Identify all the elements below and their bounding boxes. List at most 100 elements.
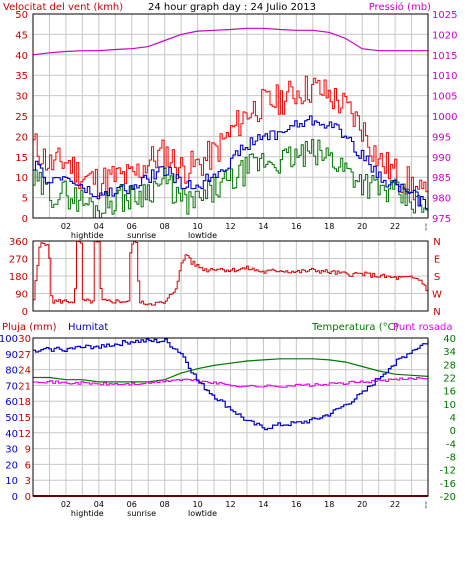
- pressure-tick-label: 980: [432, 194, 451, 205]
- humidity-line: [33, 338, 429, 431]
- wind-tick-label: 30: [15, 92, 28, 103]
- temperature-tick-label: 4: [450, 413, 456, 424]
- hour-tick-label: ¦: [425, 222, 428, 231]
- dewpoint-line: [33, 377, 429, 388]
- temperature-tick-label: 10: [443, 400, 456, 411]
- pressure-tick-label: 975: [432, 214, 451, 225]
- direction-tick-label: 360: [9, 237, 28, 248]
- wind-tick-label: 40: [15, 51, 28, 62]
- rain-tick-label: 27: [18, 350, 31, 361]
- hour-tick-label: 16: [291, 500, 301, 509]
- pressure-tick-label: 995: [432, 132, 451, 143]
- hour-tick-label: 02: [61, 500, 71, 509]
- wind-average-line: [33, 115, 429, 215]
- pressure-axis-title: Pressió (mb): [369, 1, 431, 13]
- hour-tick-label: 22: [390, 500, 400, 509]
- rain-tick-label: 3: [25, 476, 31, 487]
- humidity-tick-label: 90: [5, 350, 18, 361]
- direction-plot-frame: [32, 240, 429, 312]
- direction-tick-label: 90: [15, 290, 28, 301]
- compass-tick-label: E: [434, 255, 440, 266]
- hour-tick-label: 10: [192, 222, 202, 231]
- hour-tick-label: 08: [160, 222, 170, 231]
- hour-tick-label: 16: [291, 222, 301, 231]
- pressure-tick-label: 1000: [432, 112, 457, 123]
- wind-tick-label: 15: [15, 153, 28, 164]
- pressure-tick-label: 1025: [432, 10, 457, 21]
- wind-tick-label: 35: [15, 71, 28, 82]
- hour-tick-label: 22: [390, 222, 400, 231]
- hour-tick-label: ¦: [425, 500, 428, 509]
- direction-line: [33, 240, 429, 306]
- tide-marker-label: hightide: [71, 231, 104, 240]
- humidity-tick-label: 80: [5, 366, 18, 377]
- temperature-tick-label: 16: [443, 387, 456, 398]
- hour-tick-label: 20: [357, 500, 367, 509]
- temperature-tick-label: 28: [443, 360, 456, 371]
- humidity-tick-label: 100: [0, 334, 18, 345]
- temperature-tick-label: 22: [443, 374, 456, 385]
- temperature-ticks: -20 -16 -12 -8 -4 0 4 10 16 22 28 34 40: [440, 334, 456, 503]
- temperature-tick-label: -20: [440, 492, 456, 503]
- humidity-hour-ticks: 02 04 06 08 10 12 14 16 18 20 22 ¦: [61, 500, 428, 509]
- humidity-tick-label: 50: [5, 413, 18, 424]
- wind-pressure-panel: Velocitat del vent (kmh) 24 hour graph d…: [3, 1, 457, 240]
- tide-marker-label: sunrise: [127, 509, 156, 518]
- temperature-tick-label: -12: [440, 466, 456, 477]
- temperature-tick-label: 34: [443, 347, 456, 358]
- hour-tick-label: 14: [258, 222, 268, 231]
- wind-tick-label: 45: [15, 30, 28, 41]
- humidity-tick-label: 20: [5, 460, 18, 471]
- rain-tick-label: 0: [25, 492, 31, 503]
- pressure-tick-label: 1020: [432, 30, 457, 41]
- wind-tick-label: 0: [22, 214, 28, 225]
- hour-tick-label: 04: [94, 500, 104, 509]
- temperature-axis-title: Temperatura (°C): [311, 322, 399, 333]
- compass-tick-label: N: [433, 237, 440, 248]
- tide-marker-label: sunrise: [127, 231, 156, 240]
- direction-series: [33, 240, 429, 306]
- tide-marker-label: lowtide: [188, 509, 217, 518]
- chart-title: 24 hour graph day : 24 Julio 2013: [148, 2, 316, 13]
- humidity-temperature-panel: Pluja (mm) Humitat Temperatura (°C) Punt…: [0, 322, 456, 518]
- humidity-tick-label: 0: [12, 492, 18, 503]
- rain-tick-label: 9: [25, 445, 31, 456]
- humidity-tick-label: 60: [5, 397, 18, 408]
- direction-degree-ticks: 0 90 180 270 360: [9, 237, 28, 318]
- hour-tick-label: 10: [192, 500, 202, 509]
- temperature-line: [33, 358, 429, 383]
- pressure-tick-label: 985: [432, 173, 451, 184]
- compass-tick-label: W: [432, 290, 442, 301]
- rain-tick-label: 18: [18, 397, 31, 408]
- tide-marker-label: lowtide: [188, 231, 217, 240]
- pressure-ticks: 975 980 985 990 995 1000 1005 1010 1015 1020 1025: [432, 10, 457, 225]
- temperature-tick-label: 0: [450, 426, 456, 437]
- wind-tick-label: 5: [22, 194, 28, 205]
- rain-axis-title: Pluja (mm): [2, 322, 57, 333]
- pressure-tick-label: 990: [432, 153, 451, 164]
- rain-tick-label: 15: [18, 413, 31, 424]
- temperature-tick-label: 40: [443, 334, 456, 345]
- hour-tick-label: 12: [225, 222, 235, 231]
- hour-tick-label: 04: [94, 222, 104, 231]
- wind-tick-label: 25: [15, 112, 28, 123]
- humidity-tick-label: 30: [5, 445, 18, 456]
- wind-tick-label: 10: [15, 173, 28, 184]
- temperature-tick-label: -16: [440, 479, 456, 490]
- pressure-tick-label: 1005: [432, 92, 457, 103]
- wind-plot-frame: [32, 13, 429, 219]
- humidity-tick-label: 70: [5, 381, 18, 392]
- wind-tide-markers: hightide sunrise lowtide: [71, 231, 217, 240]
- direction-tick-label: 180: [9, 272, 28, 283]
- humidity-axis-title: Humitat: [68, 322, 108, 333]
- tide-marker-label: hightide: [71, 509, 104, 518]
- humidity-tide-markers: hightide sunrise lowtide: [71, 509, 217, 518]
- hour-tick-label: 02: [61, 222, 71, 231]
- hour-tick-label: 12: [225, 500, 235, 509]
- wind-tick-label: 20: [15, 132, 28, 143]
